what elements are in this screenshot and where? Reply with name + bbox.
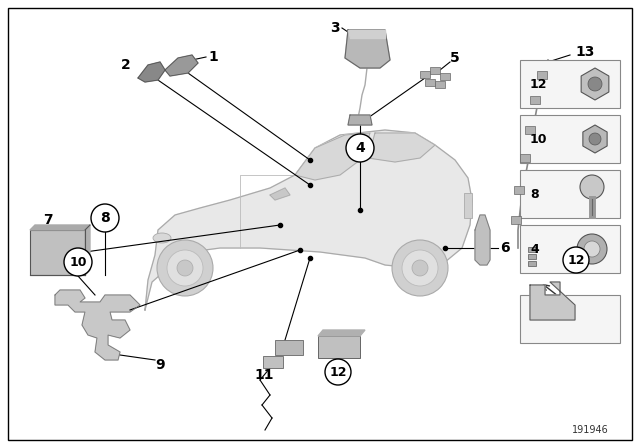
Polygon shape <box>30 225 90 230</box>
Text: 10: 10 <box>530 133 547 146</box>
Bar <box>520 170 620 218</box>
Polygon shape <box>55 290 140 360</box>
Polygon shape <box>530 282 575 320</box>
Bar <box>528 261 536 266</box>
Bar <box>464 193 472 218</box>
Bar <box>520 225 620 273</box>
Text: 5: 5 <box>450 51 460 65</box>
Bar <box>440 73 450 80</box>
Circle shape <box>589 133 601 145</box>
Polygon shape <box>145 130 472 310</box>
Bar <box>435 81 445 88</box>
Text: 191946: 191946 <box>572 425 609 435</box>
Circle shape <box>91 204 119 232</box>
Text: 9: 9 <box>155 358 165 372</box>
Text: 12: 12 <box>329 366 347 379</box>
Text: 3: 3 <box>330 21 340 35</box>
Polygon shape <box>318 330 365 336</box>
Text: 8: 8 <box>530 188 539 201</box>
Bar <box>528 247 536 252</box>
Circle shape <box>588 77 602 91</box>
Bar <box>525 126 535 134</box>
Circle shape <box>392 240 448 296</box>
Bar <box>520 295 620 343</box>
Circle shape <box>64 248 92 276</box>
Text: 8: 8 <box>100 211 110 225</box>
Bar <box>536 236 564 258</box>
Text: 12: 12 <box>530 78 547 90</box>
Circle shape <box>577 234 607 264</box>
Polygon shape <box>270 188 290 200</box>
Polygon shape <box>138 62 165 82</box>
Bar <box>514 186 524 194</box>
Circle shape <box>177 260 193 276</box>
Circle shape <box>157 240 213 296</box>
Polygon shape <box>475 215 490 265</box>
Polygon shape <box>348 115 372 125</box>
Bar <box>425 79 435 86</box>
Polygon shape <box>348 30 385 38</box>
Text: 7: 7 <box>43 213 53 227</box>
Text: 2: 2 <box>121 58 131 72</box>
Bar <box>520 154 530 162</box>
Circle shape <box>346 134 374 162</box>
Text: 12: 12 <box>567 254 585 267</box>
Polygon shape <box>368 133 435 162</box>
Text: 10: 10 <box>69 255 87 268</box>
Bar <box>263 356 283 368</box>
Text: 1: 1 <box>208 50 218 64</box>
Bar <box>520 115 620 163</box>
Polygon shape <box>85 225 90 275</box>
Bar <box>30 230 85 275</box>
Bar <box>511 216 521 224</box>
Bar <box>528 254 536 259</box>
Text: 4: 4 <box>355 141 365 155</box>
Circle shape <box>580 175 604 199</box>
Circle shape <box>584 241 600 257</box>
Circle shape <box>325 359 351 385</box>
Bar <box>537 71 547 79</box>
Bar <box>318 336 360 358</box>
Text: 4: 4 <box>530 242 539 255</box>
Polygon shape <box>165 55 198 76</box>
Polygon shape <box>345 30 390 68</box>
Bar <box>520 60 620 108</box>
Bar <box>420 71 430 78</box>
Bar <box>275 340 303 355</box>
Circle shape <box>412 260 428 276</box>
Bar <box>430 67 440 74</box>
Text: 11: 11 <box>254 368 274 382</box>
Text: 13: 13 <box>575 45 595 59</box>
Polygon shape <box>295 133 370 180</box>
Bar <box>530 96 540 104</box>
Circle shape <box>167 250 203 286</box>
Circle shape <box>563 247 589 273</box>
Circle shape <box>402 250 438 286</box>
Text: 6: 6 <box>500 241 509 255</box>
Ellipse shape <box>153 233 171 243</box>
